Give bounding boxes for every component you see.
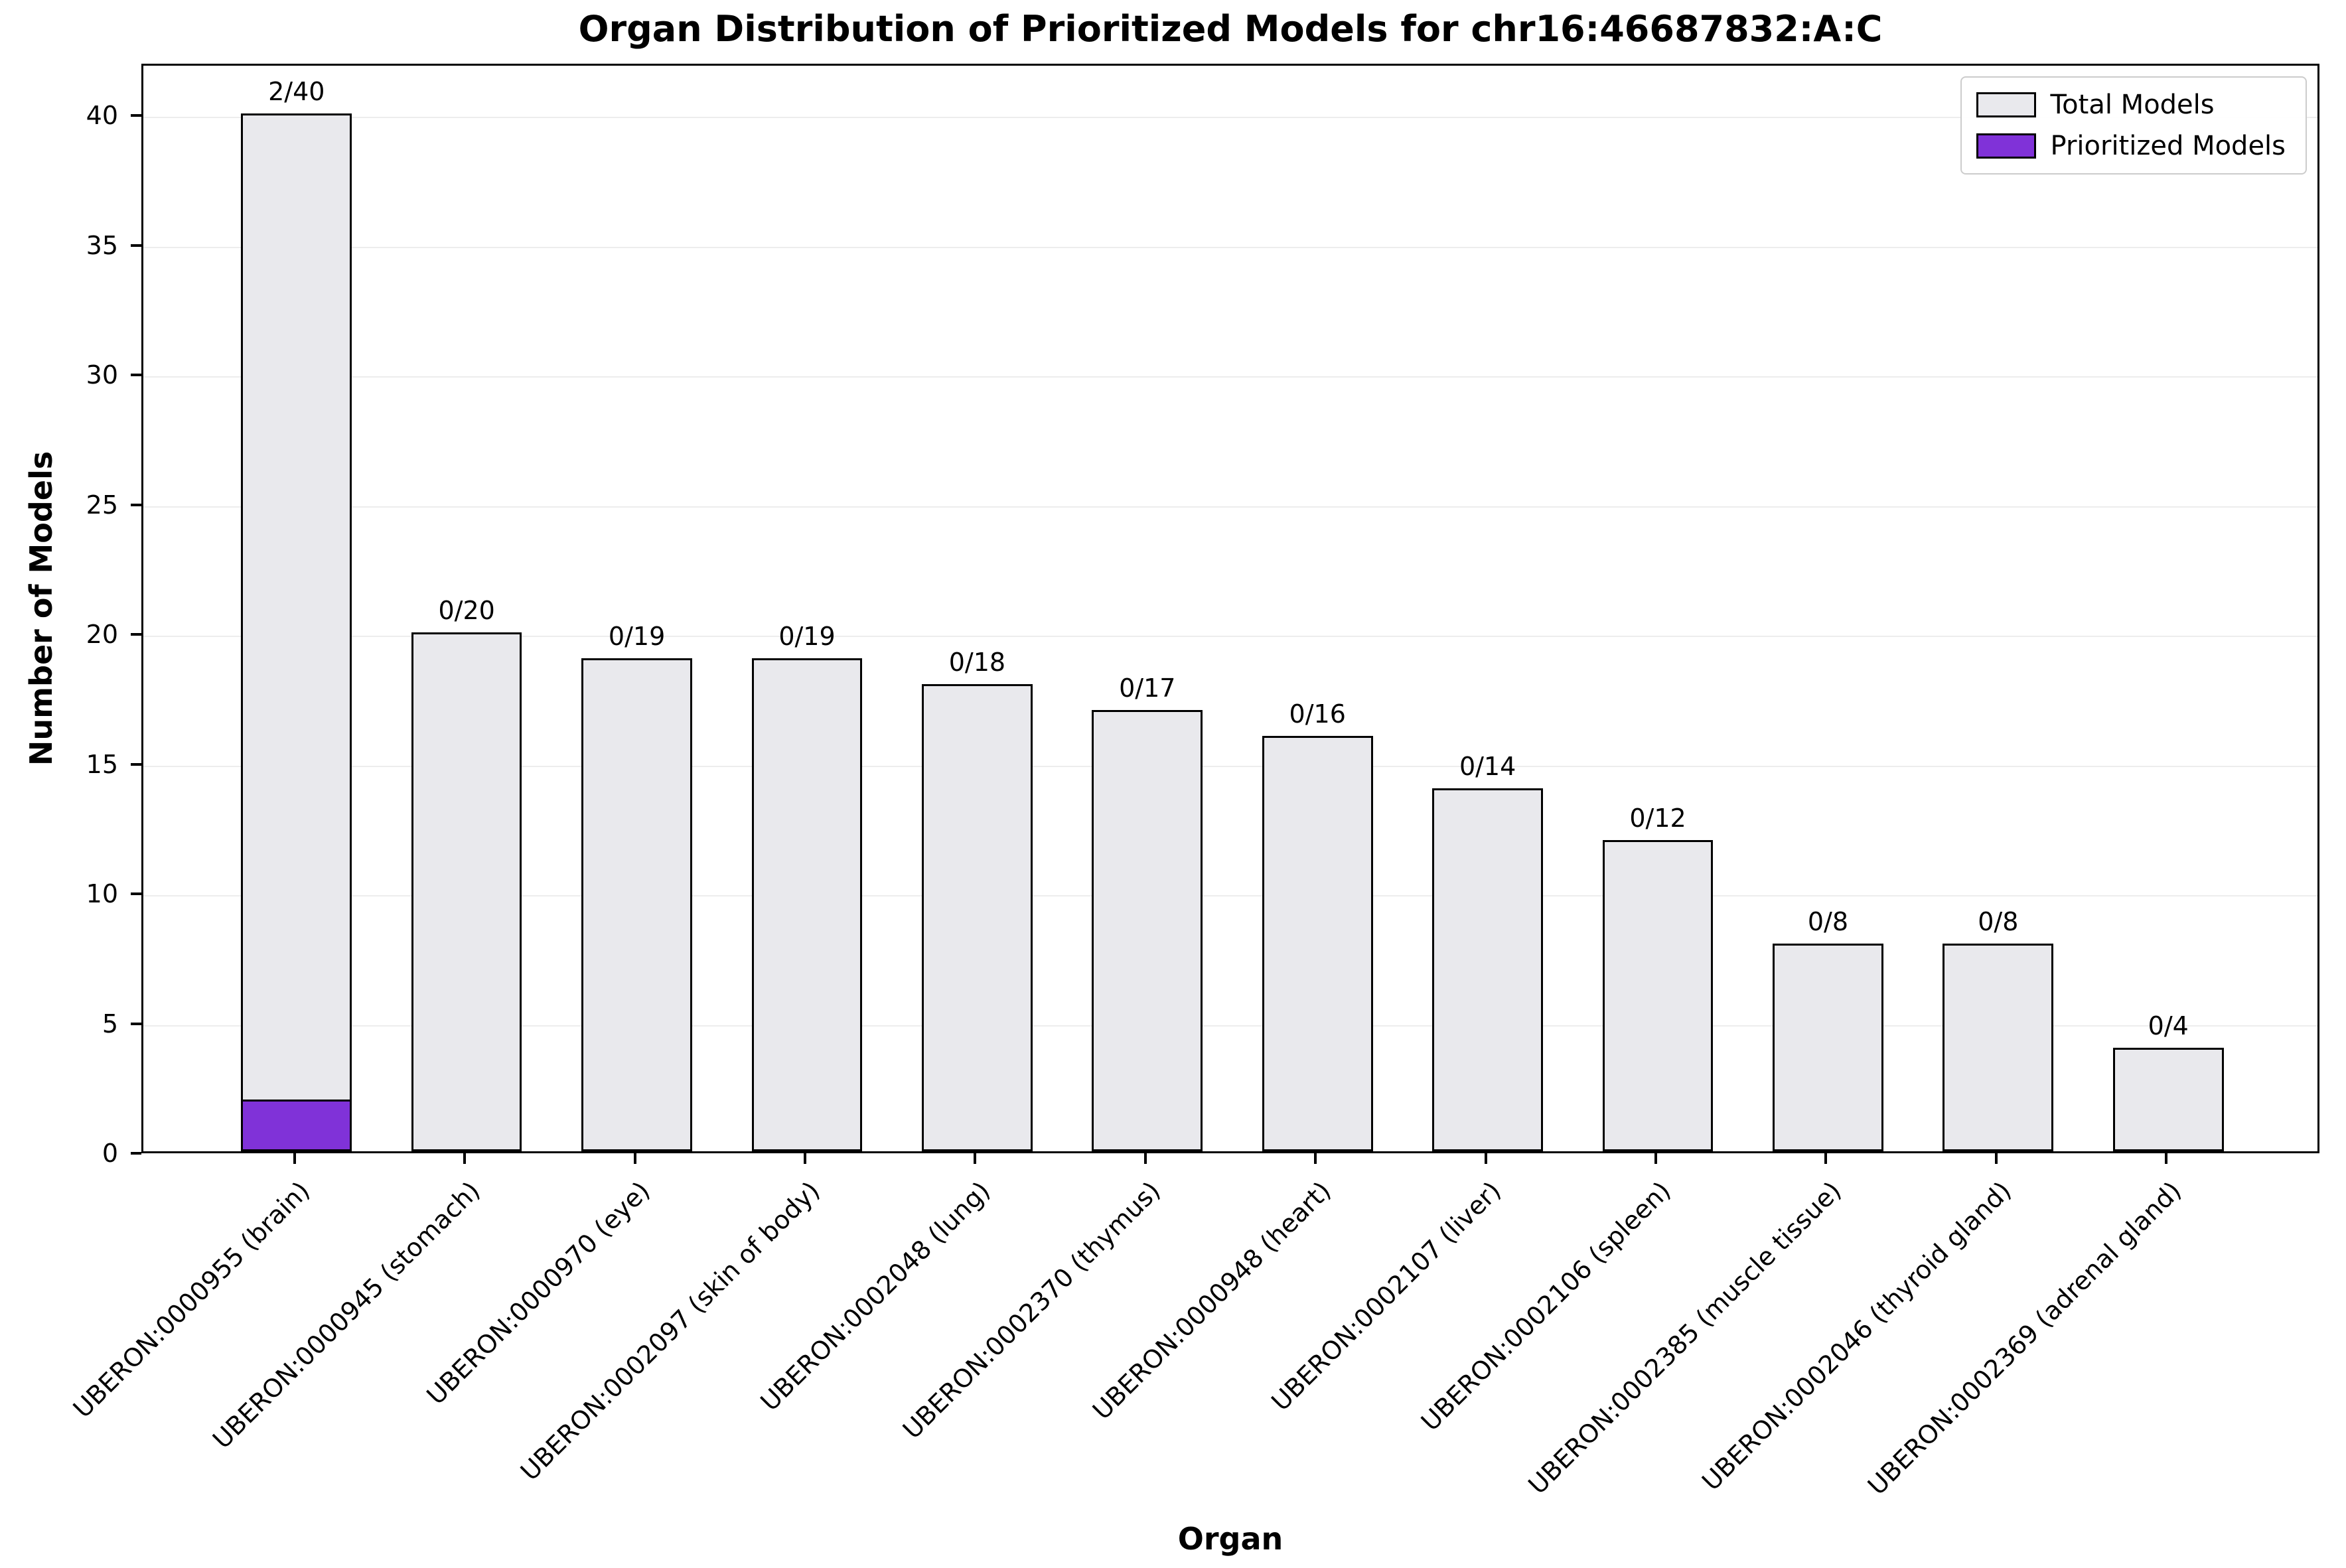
y-tick-label: 25 <box>86 490 118 520</box>
y-tick-label: 15 <box>86 749 118 779</box>
total-models-bar <box>1092 710 1203 1151</box>
y-tick-label: 10 <box>86 879 118 909</box>
bar-value-label: 0/12 <box>1629 803 1686 833</box>
total-models-bar <box>1602 839 1714 1151</box>
y-tick-label: 0 <box>102 1139 118 1168</box>
bar-value-label: 0/18 <box>948 648 1006 677</box>
y-tick-mark <box>131 244 141 247</box>
legend-item-total: Total Models <box>1976 90 2286 120</box>
y-tick-mark <box>131 114 141 117</box>
x-tick-mark <box>633 1153 636 1164</box>
total-models-bar <box>922 684 1033 1151</box>
y-tick-mark <box>131 374 141 377</box>
x-tick-mark <box>2165 1153 2168 1164</box>
legend-item-prioritized: Prioritized Models <box>1976 131 2286 161</box>
y-tick-mark <box>131 1152 141 1155</box>
legend-swatch-total <box>1976 92 2036 117</box>
x-tick-mark <box>1994 1153 1998 1164</box>
bar-value-label: 0/16 <box>1289 699 1346 729</box>
bar-value-label: 0/20 <box>438 596 495 626</box>
legend-label-prioritized: Prioritized Models <box>2050 131 2286 161</box>
x-tick-mark <box>1143 1153 1147 1164</box>
total-models-bar <box>1773 944 1883 1151</box>
total-models-bar <box>241 113 352 1151</box>
gridline <box>143 117 2317 119</box>
bar-value-label: 0/4 <box>2148 1011 2189 1040</box>
y-tick-label: 30 <box>86 360 118 390</box>
gridline <box>143 765 2317 767</box>
x-axis-label: Organ <box>1177 1521 1283 1557</box>
x-tick-mark <box>463 1153 467 1164</box>
x-tick-mark <box>293 1153 296 1164</box>
legend-swatch-prioritized <box>1976 133 2036 159</box>
gridline <box>143 636 2317 638</box>
total-models-bar <box>1943 944 2054 1151</box>
gridline <box>143 376 2317 378</box>
gridline <box>143 506 2317 508</box>
total-models-bar <box>581 658 692 1151</box>
y-tick-mark <box>131 892 141 896</box>
chart-title: Organ Distribution of Prioritized Models… <box>578 8 1883 50</box>
total-models-bar <box>2112 1047 2224 1151</box>
y-tick-mark <box>131 762 141 766</box>
x-tick-label-text: UBERON:0002097 (skin of body) <box>515 1176 826 1486</box>
total-models-bar <box>1262 736 1373 1151</box>
x-tick-mark <box>1654 1153 1658 1164</box>
x-tick-mark <box>1484 1153 1487 1164</box>
x-tick-label-text: UBERON:0002369 (adrenal gland) <box>1862 1176 2187 1501</box>
y-tick-label: 5 <box>102 1009 118 1038</box>
legend-label-total: Total Models <box>2050 90 2215 120</box>
bar-value-label: 0/17 <box>1119 674 1176 703</box>
plot-area: Total Models Prioritized Models 2/40 0/20… <box>141 64 2319 1153</box>
y-tick-label: 40 <box>86 101 118 131</box>
y-tick-label: 35 <box>86 230 118 260</box>
x-tick-mark <box>803 1153 806 1164</box>
total-models-bar <box>751 658 863 1151</box>
y-tick-mark <box>131 1022 141 1025</box>
x-tick-label-text: UBERON:0002046 (thyroid gland) <box>1696 1176 2017 1496</box>
y-tick-label: 20 <box>86 620 118 650</box>
prioritized-models-bar <box>241 1099 352 1151</box>
total-models-bar <box>411 632 522 1151</box>
bar-value-label: 2/40 <box>268 77 325 107</box>
bar-value-label: 0/19 <box>778 622 836 652</box>
gridline <box>143 246 2317 248</box>
x-tick-label-text: UBERON:0002385 (muscle tissue) <box>1522 1176 1847 1500</box>
x-tick-mark <box>1824 1153 1828 1164</box>
bar-value-label: 0/8 <box>1807 907 1848 937</box>
legend: Total Models Prioritized Models <box>1960 76 2307 175</box>
gridline <box>143 1025 2317 1027</box>
x-tick-mark <box>1314 1153 1317 1164</box>
x-tick-mark <box>974 1153 977 1164</box>
y-tick-mark <box>131 633 141 636</box>
bar-value-label: 0/14 <box>1459 751 1516 781</box>
x-tick-label-text: UBERON:0000945 (stomach) <box>206 1176 486 1455</box>
y-tick-mark <box>131 503 141 506</box>
bar-value-label: 0/19 <box>608 622 666 652</box>
bar-value-label: 0/8 <box>1978 907 2019 937</box>
gridline <box>143 895 2317 897</box>
total-models-bar <box>1432 788 1543 1151</box>
